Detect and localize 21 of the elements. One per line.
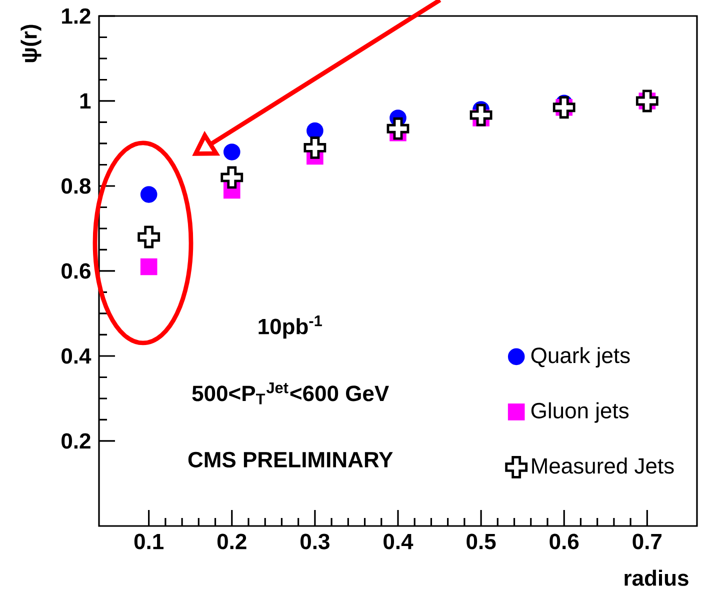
y-tick-label: 0.2 — [62, 433, 90, 449]
annotation: CMS PRELIMINARY — [188, 452, 393, 468]
y-tick-label: 1 — [80, 93, 91, 109]
x-tick-label: 0.4 — [384, 534, 414, 550]
x-axis-title: radius — [624, 570, 688, 586]
y-axis-title: ψ(r) — [20, 24, 42, 62]
legend-label: Quark jets — [531, 347, 630, 368]
y-tick-label: 0.8 — [62, 178, 91, 194]
annotation: 10pb$^{-1}$ — [258, 316, 322, 339]
legend-label: Gluon jets — [531, 402, 629, 423]
x-tick-label: 0.7 — [632, 534, 662, 550]
y-tick-label: 0.6 — [62, 263, 90, 279]
legend-label: Measured Jets — [532, 458, 674, 474]
x-tick-label: 0.2 — [217, 534, 246, 550]
x-tick-label: 0.3 — [300, 534, 330, 550]
x-tick-label: 0.1 — [134, 534, 164, 550]
x-tick-label: 0.6 — [550, 534, 579, 550]
y-tick-label: 0.4 — [62, 348, 92, 364]
annotation: 500<P$_{T}$$^{Jet}$<600 GeV — [192, 382, 389, 404]
x-tick-label: 0.5 — [466, 534, 496, 550]
y-tick-label: 1.2 — [62, 8, 90, 24]
